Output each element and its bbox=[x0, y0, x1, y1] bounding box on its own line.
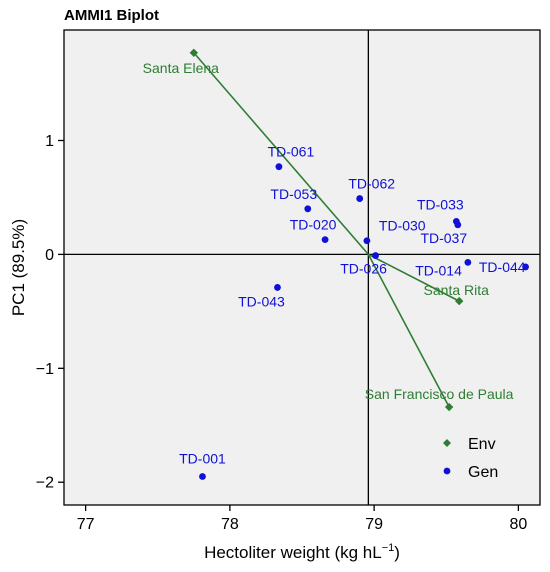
x-tick-label: 77 bbox=[77, 516, 95, 533]
y-tick-label: −1 bbox=[36, 361, 54, 378]
gen-label: TD-061 bbox=[268, 144, 315, 160]
gen-label: TD-020 bbox=[290, 217, 337, 233]
y-tick-label: 1 bbox=[45, 133, 54, 150]
gen-label: TD-014 bbox=[415, 262, 462, 278]
x-axis-title: Hectoliter weight (kg hL−1) bbox=[204, 542, 400, 562]
gen-point bbox=[304, 205, 311, 212]
gen-point bbox=[274, 284, 281, 291]
gen-label: TD-030 bbox=[379, 218, 426, 234]
legend-label: Env bbox=[468, 436, 496, 453]
gen-label: TD-053 bbox=[270, 186, 317, 202]
y-axis-title: PC1 (89.5%) bbox=[9, 219, 28, 316]
env-label: Santa Elena bbox=[143, 60, 219, 76]
gen-point bbox=[364, 237, 371, 244]
gen-point bbox=[372, 252, 379, 259]
x-tick-label: 80 bbox=[509, 516, 527, 533]
gen-label: TD-044 bbox=[479, 259, 526, 275]
gen-point bbox=[199, 473, 206, 480]
legend-label: Gen bbox=[468, 464, 498, 481]
x-tick-label: 78 bbox=[221, 516, 239, 533]
x-tick-label: 79 bbox=[365, 516, 383, 533]
gen-point bbox=[464, 259, 471, 266]
gen-label: TD-062 bbox=[348, 176, 395, 192]
y-tick-label: −2 bbox=[36, 475, 54, 492]
y-tick-label: 0 bbox=[45, 247, 54, 264]
gen-point bbox=[454, 221, 461, 228]
x-axis-title-text: Hectoliter weight (kg hL bbox=[204, 543, 382, 562]
gen-label: TD-001 bbox=[179, 451, 226, 467]
chart-title: AMMI1 Biplot bbox=[64, 7, 159, 24]
x-axis-title-superscript: −1 bbox=[382, 542, 395, 554]
gen-label: TD-043 bbox=[238, 293, 285, 309]
legend-gen-marker bbox=[444, 468, 451, 475]
gen-point bbox=[356, 195, 363, 202]
plot-area bbox=[64, 30, 540, 505]
env-label: Santa Rita bbox=[424, 282, 490, 298]
env-label: San Francisco de Paula bbox=[365, 386, 514, 402]
gen-label: TD-037 bbox=[420, 230, 467, 246]
gen-point bbox=[276, 163, 283, 170]
x-axis-title-close: ) bbox=[394, 543, 400, 562]
gen-label: TD-026 bbox=[340, 261, 387, 277]
gen-point bbox=[322, 236, 329, 243]
gen-label: TD-033 bbox=[417, 196, 464, 212]
